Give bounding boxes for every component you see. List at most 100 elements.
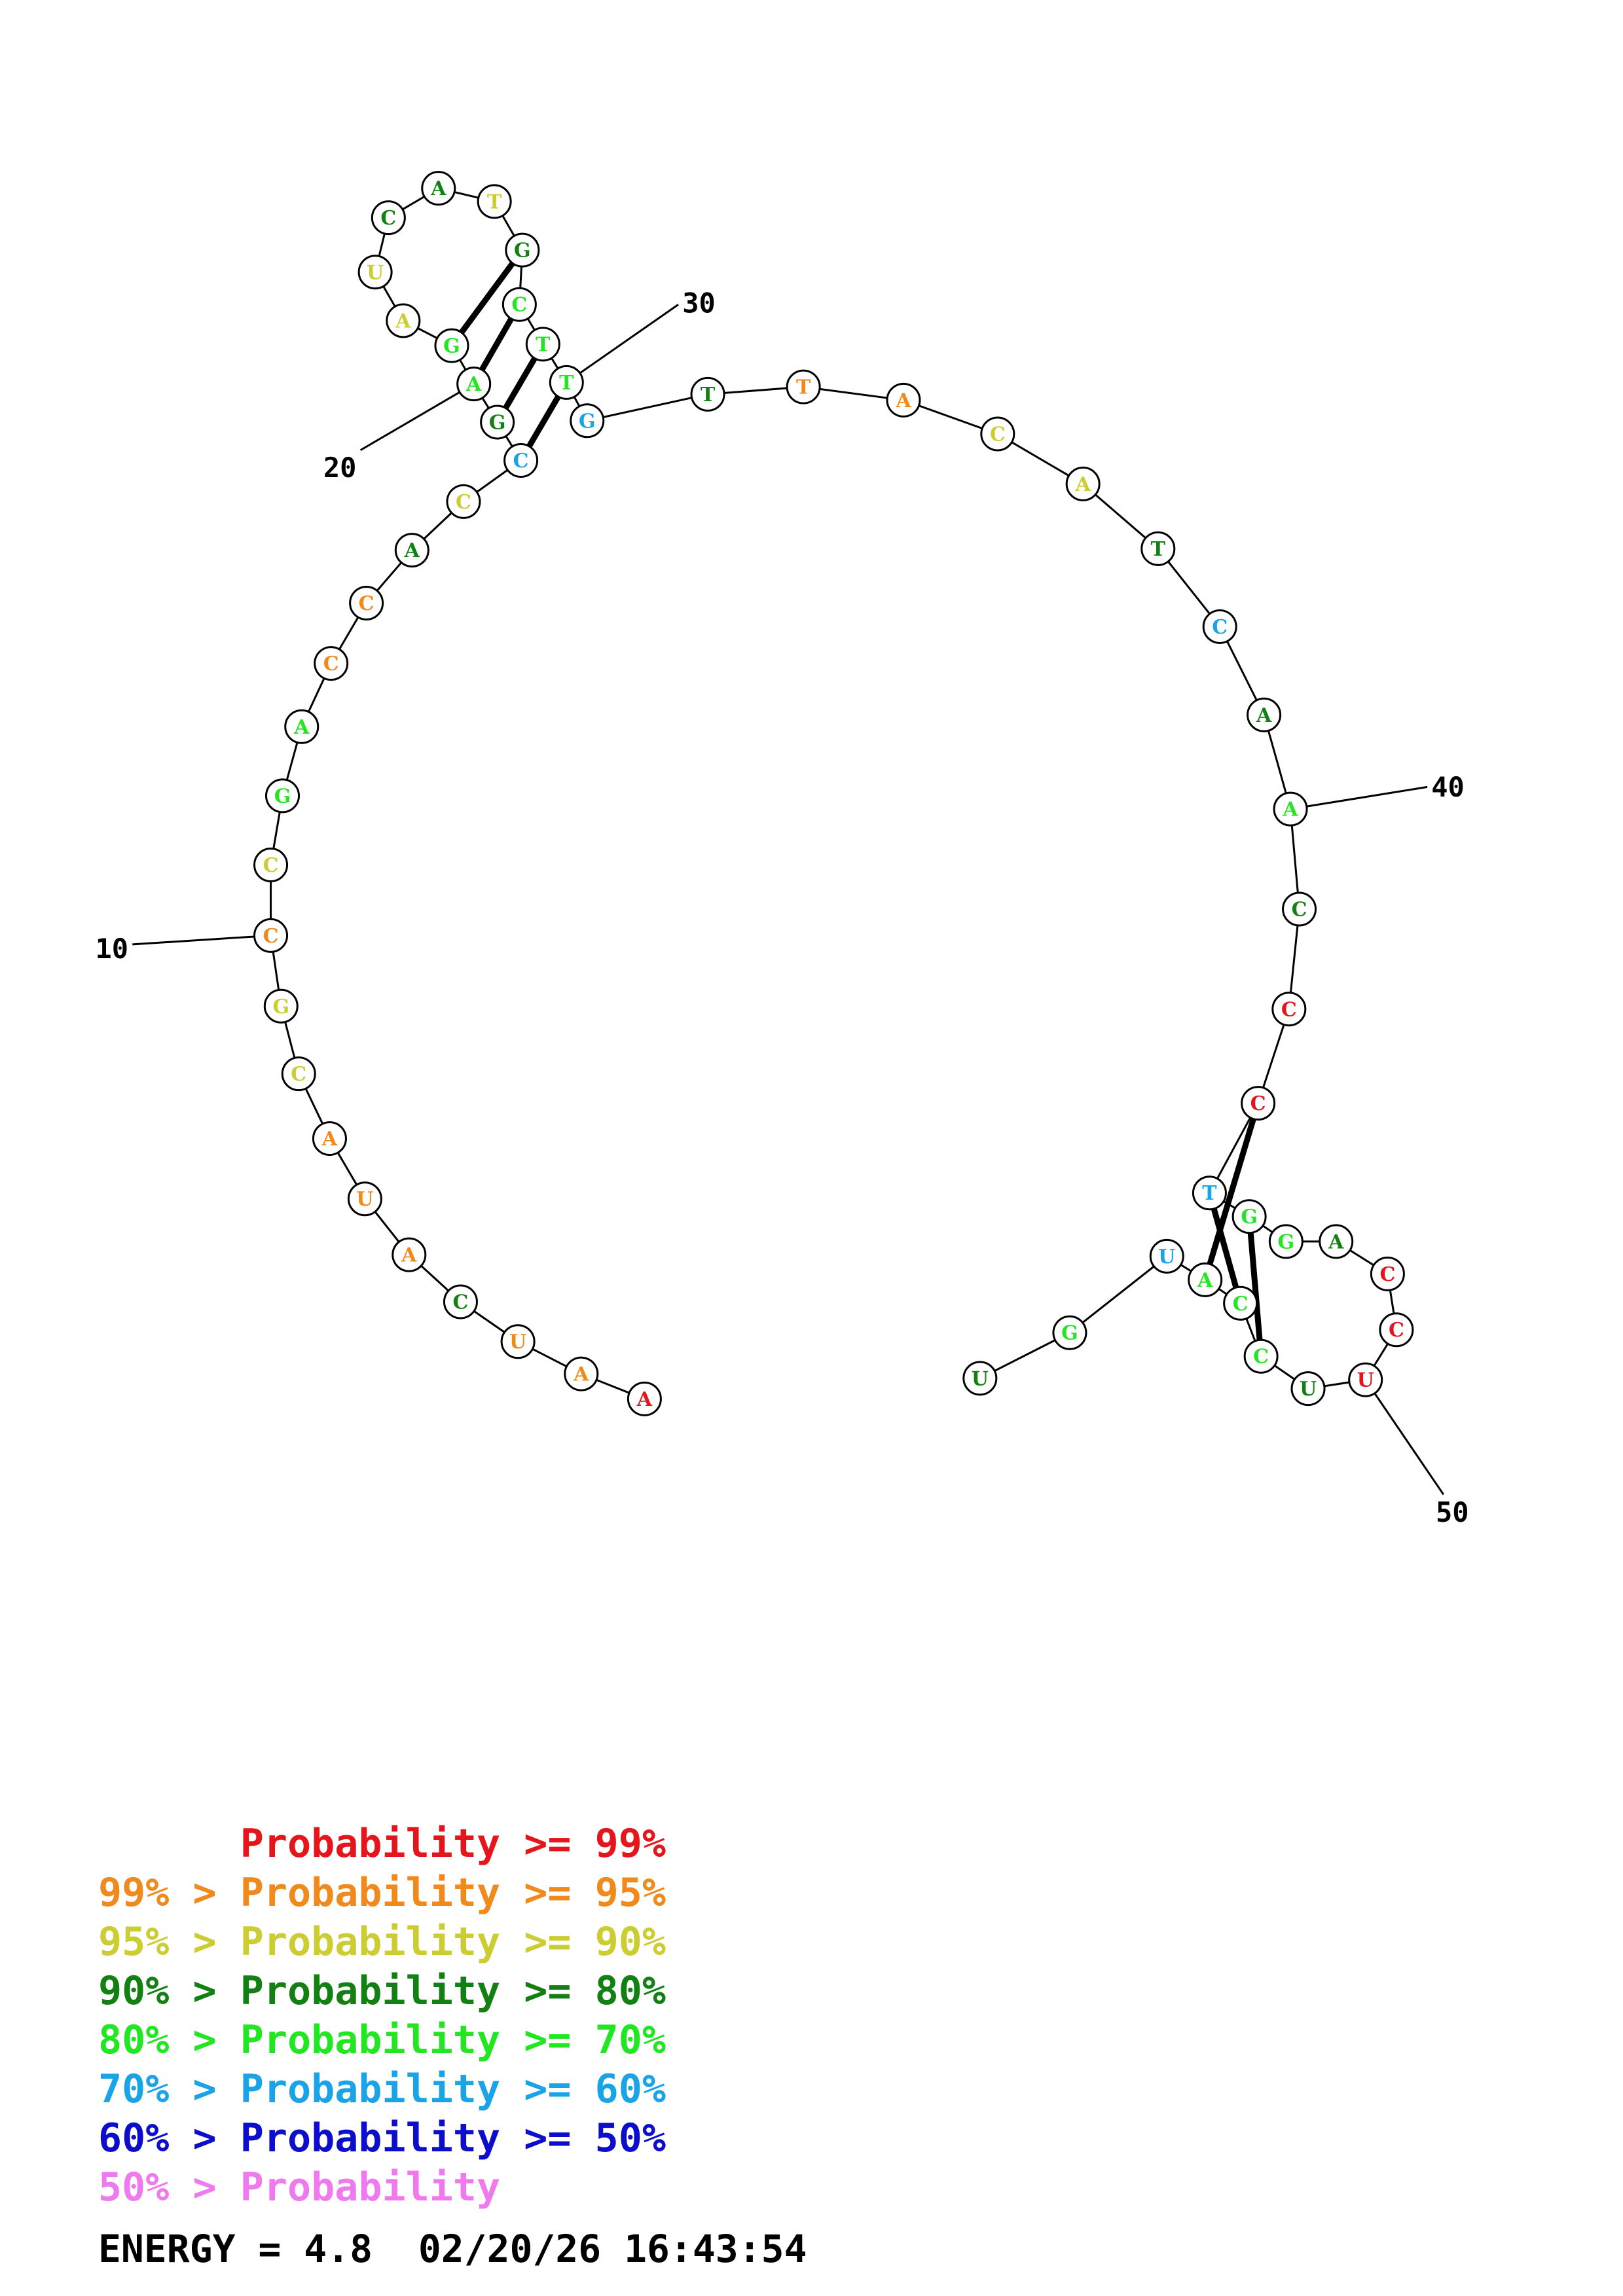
nucleotide: G (1268, 1224, 1304, 1259)
nucleotide: U (1348, 1362, 1383, 1397)
nucleotide-letter: G (274, 785, 291, 808)
nucleotide: A (1247, 697, 1282, 732)
nucleotide-letter: C (263, 925, 279, 948)
nucleotide-circle (564, 1356, 599, 1391)
nucleotide: T (549, 365, 584, 400)
nucleotide-letter: A (430, 177, 447, 200)
nucleotide: C (371, 200, 406, 236)
nucleotide-letter: A (895, 389, 911, 412)
nucleotide-letter: U (1300, 1378, 1317, 1401)
legend-entry: 70% > Probability >= 60% (98, 2066, 666, 2112)
legend-entry: 60% > Probability >= 50% (98, 2115, 666, 2161)
nucleotide: A (1065, 466, 1101, 501)
nucleotide-circle (500, 1324, 536, 1359)
nucleotide: C (314, 646, 349, 681)
backbone-segment (587, 393, 708, 422)
nucleotide-letter: G (489, 412, 506, 435)
nucleotide: G (434, 328, 469, 363)
nucleotide-circle (980, 416, 1015, 452)
nucleotide: A (1319, 1224, 1354, 1259)
nucleotide: C (1282, 891, 1317, 927)
nucleotide-letter: C (1250, 1092, 1266, 1115)
index-label: 50 (1436, 1496, 1469, 1528)
probability-legend: Probability >= 99% 99% > Probability >= 9… (98, 1820, 666, 2212)
index-label: 30 (682, 287, 716, 319)
nucleotide-circle (371, 200, 406, 236)
nucleotide-circle (394, 533, 429, 568)
nucleotide: C (1241, 1086, 1276, 1121)
nucleotide-letter: U (1357, 1369, 1374, 1392)
nucleotide: A (1188, 1262, 1223, 1297)
nucleotide-circle (786, 369, 821, 404)
index-label-leader (566, 304, 679, 384)
nucleotide-circle (1271, 992, 1307, 1027)
nucleotide-letter: C (1292, 898, 1307, 921)
nucleotide-circle (1379, 1312, 1414, 1348)
nucleotide-circle (314, 646, 349, 681)
nucleotide-circle (886, 382, 921, 418)
nucleotide: G (1052, 1315, 1087, 1350)
backbone-lines (270, 187, 1398, 1400)
nucleotide-circle (1188, 1262, 1223, 1297)
nucleotide: C (501, 287, 537, 322)
nucleotide: T (786, 369, 821, 404)
nucleotide: A (394, 533, 429, 568)
nucleotide: G (1231, 1199, 1267, 1234)
backbone-segment (1069, 1255, 1168, 1334)
nucleotide-letter: U (972, 1367, 989, 1390)
nucleotide-letter: C (1253, 1346, 1269, 1369)
nucleotide-letter: T (1202, 1182, 1217, 1205)
nucleotide-letter: C (1212, 616, 1228, 639)
index-label: 40 (1431, 771, 1465, 803)
legend-entry: Probability >= 99% (98, 1821, 666, 1867)
nucleotide-letter: C (1233, 1293, 1249, 1316)
nucleotide: A (1273, 791, 1308, 827)
nucleotide-circle (1268, 1224, 1304, 1259)
base-pair-bonds (459, 261, 1263, 1340)
nucleotide-circle (1370, 1256, 1405, 1291)
nucleotide-circle (503, 442, 539, 478)
nucleotide: A (284, 709, 319, 744)
nucleotide-circle (1223, 1285, 1258, 1321)
legend-entry: 95% > Probability >= 90% (98, 1919, 666, 1965)
nucleotide-circle (501, 287, 537, 322)
nucleotide-circle (357, 255, 393, 290)
nucleotide: T (1192, 1175, 1227, 1211)
nucleotide-letter: A (465, 373, 482, 396)
nucleotide: C (1223, 1285, 1258, 1321)
nucleotide-circle (1273, 791, 1308, 827)
nucleotide-letter: U (1158, 1246, 1175, 1268)
nucleotide-letter: T (487, 190, 502, 213)
nucleotide-circle (253, 848, 289, 883)
nucleotide-circle (392, 1237, 427, 1272)
nucleotide: C (1271, 992, 1307, 1027)
nucleotide: A (564, 1356, 599, 1391)
index-label-leader (1364, 1379, 1445, 1496)
nucleotide-letter: G (579, 410, 596, 433)
nucleotide: T (690, 376, 725, 412)
index-label: 20 (323, 452, 357, 484)
index-labels: 10 20 30 40 50 (96, 287, 1469, 1528)
base-pair-bond (1247, 1232, 1263, 1340)
nucleotide-letter: C (359, 592, 374, 615)
nucleotide-letter: C (990, 423, 1006, 446)
base-pair-bond (459, 261, 515, 334)
nucleotide: G (263, 988, 299, 1024)
nucleotide-circle (549, 365, 584, 400)
base-pair-bond (479, 317, 514, 372)
nucleotide: U (1149, 1238, 1184, 1274)
index-label-leader (359, 383, 475, 452)
nucleotide-letter: C (291, 1063, 306, 1086)
nucleotide: A (456, 367, 492, 402)
nucleotide: A (392, 1237, 427, 1272)
nucleotide-letter: A (1256, 704, 1272, 727)
nucleotide-circle (1290, 1371, 1326, 1407)
nucleotide-circle (962, 1361, 998, 1396)
nucleotide-letter: G (443, 335, 460, 358)
nucleotide-letter: T (536, 333, 551, 356)
nucleotide-circle (1202, 609, 1237, 644)
base-pair-bond (1211, 1208, 1239, 1289)
nucleotide-letter: G (272, 996, 289, 1018)
nucleotide-circle (253, 918, 289, 953)
